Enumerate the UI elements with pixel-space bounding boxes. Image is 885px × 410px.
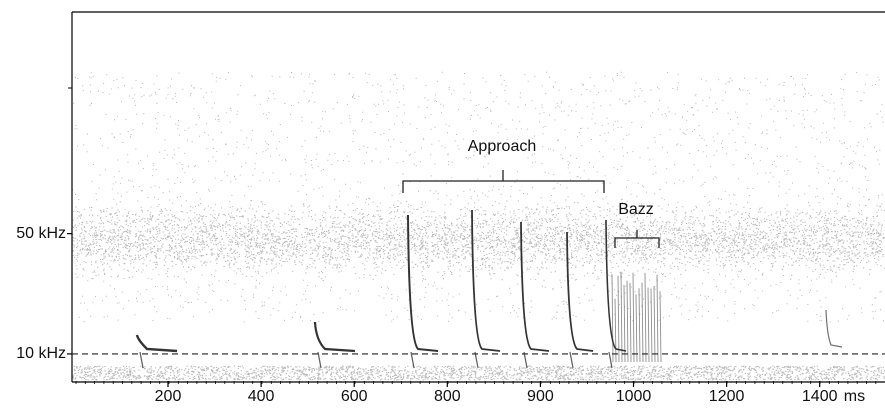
x-tick-label: 1000	[616, 388, 652, 405]
x-tick-label: 1200	[709, 388, 745, 405]
bazz-pulse	[635, 294, 638, 363]
call	[135, 334, 178, 353]
bazz-pulse	[644, 272, 647, 363]
call	[825, 309, 843, 348]
bazz-pulse	[650, 288, 653, 363]
bazz-pulse	[641, 282, 644, 363]
call	[520, 221, 550, 352]
bazz-pulse	[614, 298, 617, 363]
bazz-pulse	[656, 274, 659, 363]
bazz-pulse	[620, 271, 623, 363]
x-tick-label: 800	[434, 388, 461, 405]
call	[605, 219, 627, 352]
echolocation-calls	[135, 209, 843, 369]
bazz-pulse	[626, 280, 629, 363]
bazz-bracket	[614, 230, 660, 248]
bazz-pulse	[623, 285, 626, 363]
call-harmonic	[608, 351, 613, 369]
x-unit: ms	[844, 388, 865, 405]
call-harmonic	[139, 351, 144, 369]
bazz-pulse	[629, 282, 632, 363]
call-harmonic	[523, 351, 528, 369]
call-harmonic	[317, 351, 322, 369]
call	[471, 209, 501, 352]
bazz-pulse	[659, 291, 662, 363]
call-harmonic	[569, 351, 574, 369]
call	[407, 214, 439, 352]
x-tick-label: 900	[527, 388, 554, 405]
approach-label: Approach	[468, 138, 537, 155]
bazz-label: Bazz	[618, 201, 654, 218]
x-tick-label: 600	[341, 388, 368, 405]
call	[566, 231, 594, 352]
call	[313, 321, 356, 353]
y-tick-label: 50 kHz	[16, 225, 66, 242]
bazz-pulse	[638, 288, 641, 363]
bazz-pulse	[647, 287, 650, 363]
bazz-pulse	[611, 274, 614, 363]
y-tick-label: 10 kHz	[16, 345, 66, 362]
x-tick-label: 1400	[802, 388, 838, 405]
bazz-pulse	[653, 286, 656, 363]
call-harmonic	[410, 351, 415, 369]
x-tick-label: 200	[155, 388, 182, 405]
approach-bracket	[402, 170, 605, 193]
call-harmonic	[474, 351, 479, 369]
bazz-pulse	[617, 275, 620, 363]
bazz-pulse	[632, 272, 635, 363]
x-tick-label: 400	[248, 388, 275, 405]
